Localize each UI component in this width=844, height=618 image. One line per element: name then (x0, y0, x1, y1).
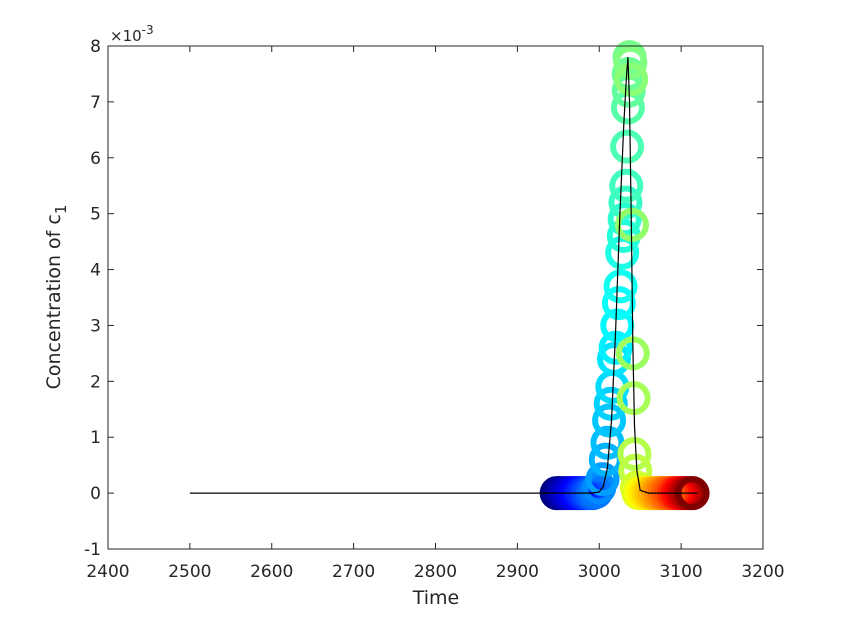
y-tick-label: 5 (90, 205, 101, 225)
y-tick-label: 6 (90, 149, 101, 169)
series-line (189, 57, 698, 494)
concentration-line (189, 57, 698, 494)
y-tick-label: 2 (90, 372, 101, 392)
y-tick-label: 4 (90, 261, 101, 281)
x-tick-label: 3200 (741, 562, 784, 582)
scatter-point (609, 168, 644, 203)
y-axis-label-main: Concentration of c (43, 214, 65, 389)
y-tick-label: 7 (90, 93, 101, 113)
x-tick-label: 2500 (168, 562, 211, 582)
scatter-point (605, 235, 640, 270)
x-tick-label: 2400 (86, 562, 129, 582)
x-tick-label: 3100 (659, 562, 702, 582)
scatter-point (614, 62, 649, 97)
x-axis-label: Time (412, 587, 460, 609)
y-tick-label: 8 (90, 37, 101, 57)
scatter-markers (539, 40, 710, 511)
scatter-point (608, 185, 643, 220)
x-tick-label: 2800 (414, 562, 457, 582)
y-axis-ticks: -1 0 1 2 3 4 5 6 7 8 (84, 37, 763, 560)
scatter-point (585, 462, 620, 497)
x-tick-label: 3000 (578, 562, 621, 582)
scatter-point (610, 129, 645, 164)
y-exponent-power: -3 (142, 23, 154, 37)
y-exponent-label: ×10-3 (110, 23, 154, 45)
y-tick-label: -1 (84, 540, 101, 560)
scatter-point (617, 436, 652, 471)
y-exponent-base: ×10 (110, 27, 142, 45)
scatter-point (600, 308, 635, 343)
plot-area (108, 46, 763, 549)
x-tick-label: 2900 (496, 562, 539, 582)
x-axis-ticks: 2400 2500 2600 2700 2800 2900 3000 3100 3200 (86, 46, 785, 582)
scatter-point (613, 45, 648, 80)
y-axis-label-subscript: 1 (52, 205, 70, 215)
x-tick-label: 2700 (332, 562, 375, 582)
y-tick-label: 3 (90, 316, 101, 336)
scatter-point (590, 425, 625, 460)
y-tick-label: 0 (90, 484, 101, 504)
scatter-point (603, 269, 638, 304)
y-tick-label: 1 (90, 428, 101, 448)
scatter-point (593, 386, 628, 421)
y-axis-label: Concentration of c1 (43, 205, 70, 390)
scatter-point (592, 403, 627, 438)
x-tick-label: 2600 (250, 562, 293, 582)
